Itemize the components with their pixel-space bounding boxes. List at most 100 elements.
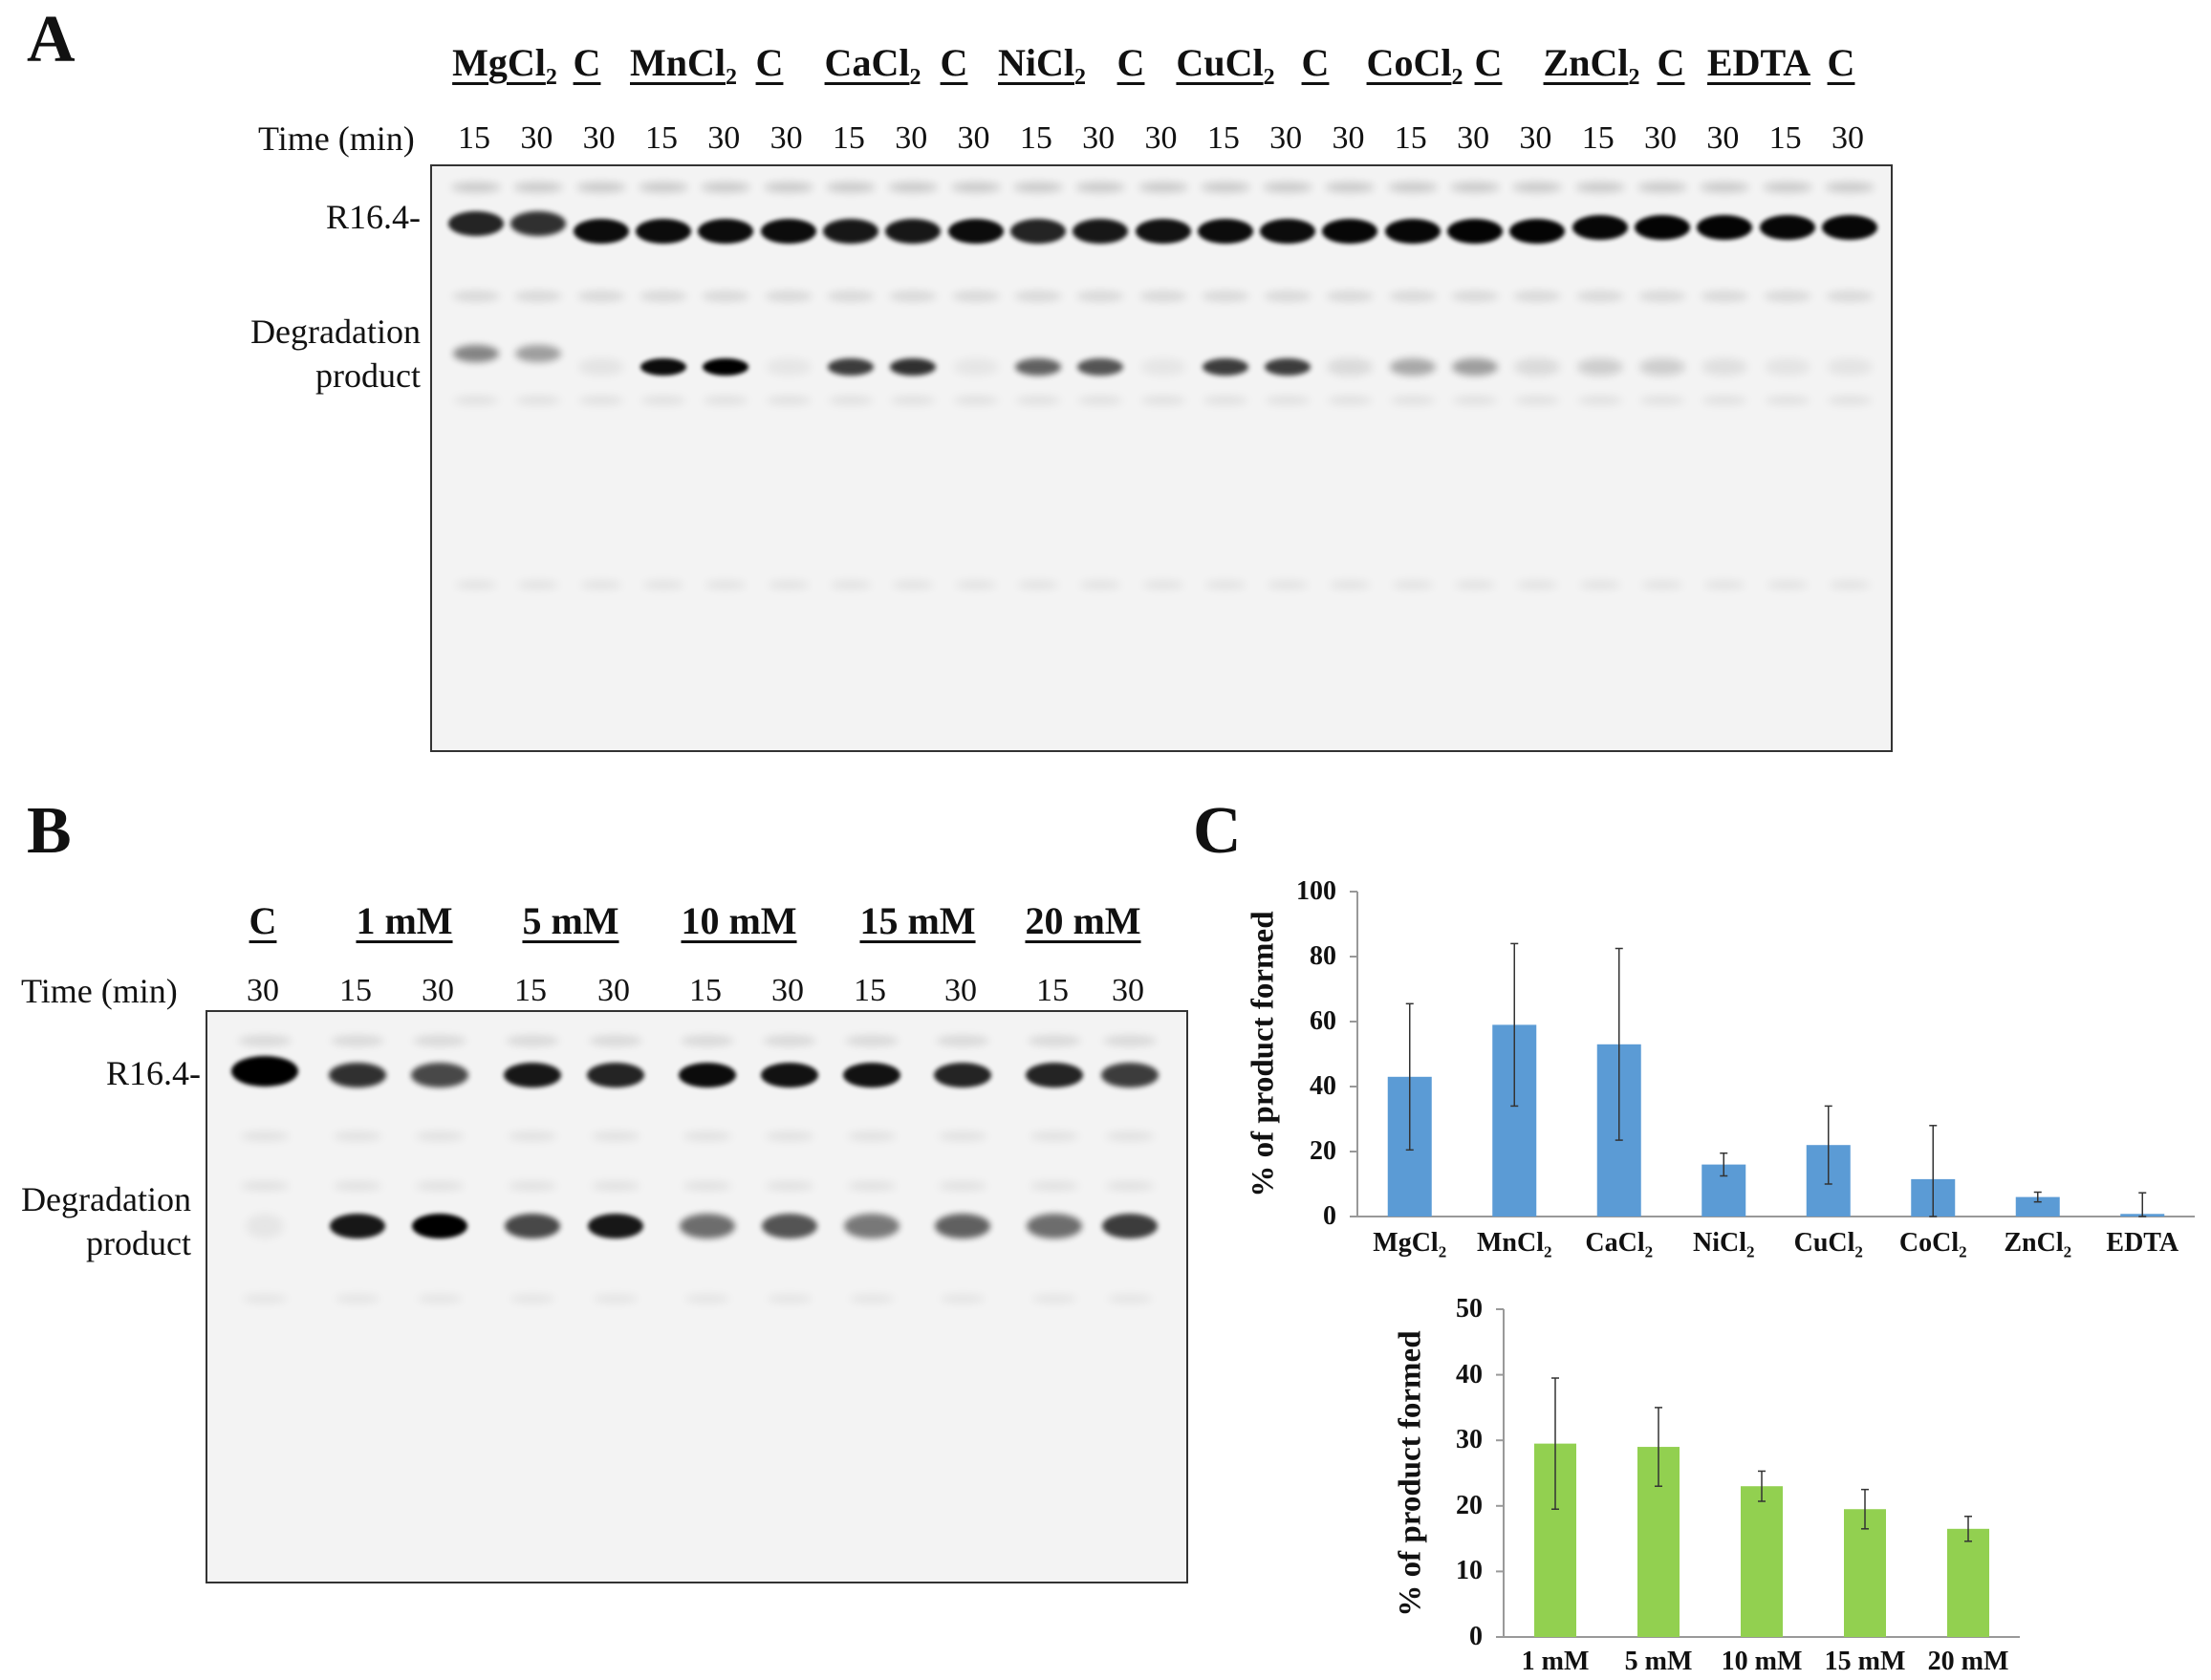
panel-b-faint-low-2 [417,1295,463,1303]
panel-a-faint-band-19 [1638,291,1687,301]
panel-b-faint-low-8 [940,1295,986,1303]
label-text: ZnCl [1543,41,1629,84]
panel-a-faint-bottom-8 [954,581,997,589]
panel-b-faint-band-0 [240,1132,290,1140]
panel-b-degradation-band-6 [762,1214,817,1238]
panel-a-faint-low-3 [639,397,686,404]
panel-a-degradation-band-11 [1139,358,1186,376]
panel-a-degradation-band-9 [1014,358,1061,376]
panel-a-lane-8: 30 [957,120,990,156]
panel-b-faint-band2-3 [508,1182,557,1190]
panel-a-faint-band-4 [702,291,750,301]
panel-a-main-band-19 [1635,215,1691,240]
panel-a-top-band-12 [1200,183,1250,192]
panel-b-main-band-6 [761,1063,818,1088]
chart-1-xtick-label-4: 20 mM [1928,1647,2009,1677]
panel-a-faint-band-9 [1013,291,1062,301]
panel-b-faint-band-9 [1030,1132,1079,1140]
panel-a-faint-bottom-0 [455,581,497,589]
chart-1-xtick-label-2: 10 mM [1722,1647,1803,1677]
panel-b-lane-2: 30 [422,973,454,1008]
chart-1-ytick-label-0: 0 [1469,1622,1483,1651]
panel-b-top-band-3 [506,1036,559,1045]
label-subscript: 2 [1959,1242,1967,1261]
panel-a-lane-2: 30 [582,120,616,156]
panel-a-degradation-line1: Degradation [250,312,421,351]
label-text: NiCl [1693,1228,1746,1258]
panel-a-degradation-band-14 [1327,358,1374,376]
chart-0-xtick-label-0: MgCl2 [1373,1228,1446,1262]
panel-a-lane-13: 30 [1269,120,1303,156]
panel-b-degradation-label: Degradation product [0,1177,191,1265]
panel-a-r-label: R16.4- [326,198,421,236]
label-subscript: 2 [1854,1242,1863,1261]
panel-a-lane-15: 15 [1394,120,1427,156]
panel-b-faint-low-4 [593,1295,639,1303]
panel-a-group-6: NiCl2 [998,40,1086,91]
panel-a-faint-low-22 [1827,397,1873,404]
panel-b-faint-band-10 [1105,1132,1155,1140]
chart-0-xtick-label-1: MnCl2 [1477,1228,1552,1262]
label-subscript: 2 [726,65,737,90]
label-text: 1 mM [1521,1647,1590,1676]
panel-a-lane-19: 30 [1644,120,1678,156]
panel-a-faint-low-1 [515,397,562,404]
panel-a-faint-band-18 [1575,291,1624,301]
panel-a-top-band-19 [1637,183,1688,192]
panel-a-faint-bottom-21 [1766,581,1809,589]
panel-a-top-band-15 [1387,183,1438,192]
panel-a-faint-bottom-6 [829,581,872,589]
panel-a-faint-band-22 [1826,291,1874,301]
panel-a-faint-low-4 [703,397,749,404]
chart-1-ytick-label-1: 10 [1456,1556,1483,1586]
panel-a-faint-band-1 [514,291,563,301]
panel-a-main-band-20 [1697,215,1753,240]
panel-a-faint-bottom-13 [1267,581,1310,589]
panel-a-group-13: C [1658,40,1685,85]
label-text: 10 mM [1721,1647,1803,1676]
chart-1-ytick-label-5: 50 [1456,1294,1483,1324]
panel-b-faint-band-5 [683,1132,732,1140]
panel-b-top-band-7 [845,1036,899,1045]
label-text: 20 mM [1927,1647,2009,1676]
label-text: EDTA [2106,1228,2179,1258]
panel-a-faint-low-2 [577,397,624,404]
panel-a-main-band-10 [1073,219,1129,244]
panel-b-faint-low-9 [1031,1295,1077,1303]
chart-0-ytick-label-0: 0 [1323,1201,1336,1231]
panel-b-top-band-9 [1028,1036,1081,1045]
panel-a-faint-bottom-12 [1203,581,1246,589]
chart-0-ylabel: % of product formed [1246,911,1281,1197]
panel-a-faint-low-11 [1139,397,1186,404]
panel-b-group-0: C [249,899,277,942]
label-text: C [755,41,784,84]
chart-0-ytick-label-5: 100 [1296,876,1336,906]
panel-a-faint-bottom-16 [1454,581,1497,589]
panel-a-group-10: CoCl2 [1367,40,1463,91]
panel-a-degradation-label: Degradation product [191,310,421,398]
panel-a-faint-low-15 [1389,397,1436,404]
label-subscript: 2 [1746,1242,1755,1261]
label-text: C [1116,41,1145,84]
panel-b-faint-low-5 [684,1295,730,1303]
label-subscript: 2 [1451,65,1463,90]
panel-a-lane-16: 30 [1457,120,1490,156]
panel-a-top-band-21 [1762,183,1812,192]
panel-b-main-band-2 [411,1063,468,1088]
chart-0-bar-6 [2015,1196,2060,1217]
panel-b-main-band-0 [231,1056,298,1087]
panel-label-c: C [1193,794,1242,868]
panel-a-degradation-band-10 [1077,358,1124,376]
panel-b-lane-9: 15 [1036,973,1069,1008]
panel-a-group-0: MgCl2 [452,40,557,91]
chart-0-ytick-label-2: 40 [1310,1071,1336,1101]
panel-a-faint-low-9 [1014,397,1061,404]
panel-b-faint-band2-9 [1030,1182,1079,1190]
panel-a-group-12: ZnCl2 [1544,40,1640,91]
panel-label-b: B [27,794,72,868]
panel-a-lane-11: 30 [1144,120,1178,156]
panel-a-faint-bottom-17 [1516,581,1559,589]
chart-1-ytick-label-4: 40 [1456,1359,1483,1389]
chart-1-xtick-label-0: 1 mM [1522,1647,1590,1677]
panel-a-faint-low-16 [1452,397,1499,404]
